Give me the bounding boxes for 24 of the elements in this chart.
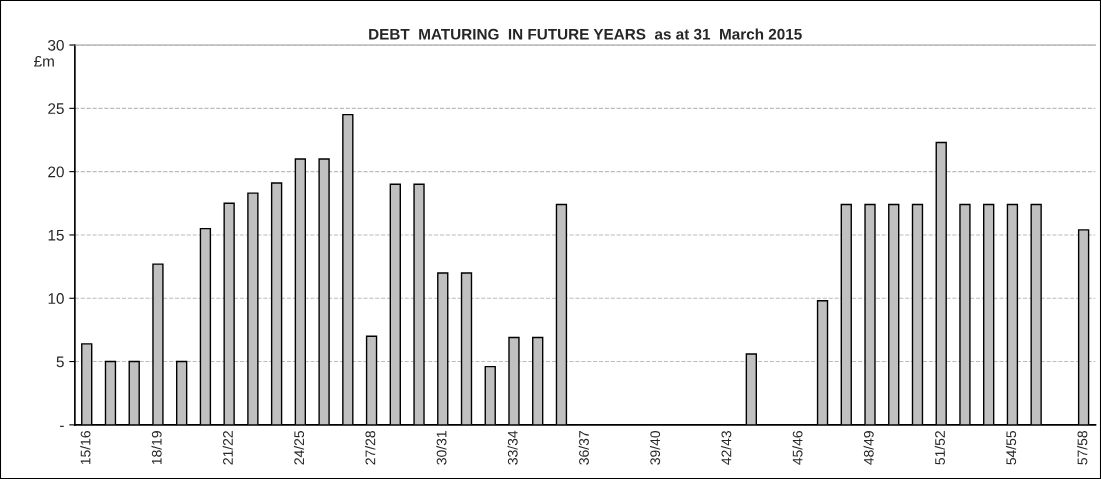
x-tick-label: 54/55 xyxy=(1005,431,1017,465)
y-tick-label: 5 xyxy=(56,356,64,368)
x-tick-label: 42/43 xyxy=(721,431,732,465)
x-tick-label: 39/40 xyxy=(649,430,661,465)
y-tick-label: 30 xyxy=(48,39,64,51)
x-tick-label: 36/37 xyxy=(578,431,589,465)
x-tick-label: 21/22 xyxy=(222,431,233,465)
x-tick-label: 15/16 xyxy=(80,431,91,465)
y-tick-label: 15 xyxy=(48,229,64,241)
x-tick-label: 33/34 xyxy=(507,430,518,465)
y-tick-label: - xyxy=(60,425,64,427)
x-tick-label: 27/28 xyxy=(365,431,376,465)
x-tick-label: 57/58 xyxy=(1077,431,1088,465)
x-tick-label: 18/19 xyxy=(151,431,162,465)
x-tick-label: 24/25 xyxy=(293,431,305,465)
y-tick-label: 25 xyxy=(48,103,64,115)
y-tick-label: 20 xyxy=(48,166,64,178)
y-axis-title: £m xyxy=(34,55,54,67)
x-tick-label: 51/52 xyxy=(934,431,945,465)
y-tick-label: 10 xyxy=(48,293,64,304)
x-tick-label: 48/49 xyxy=(863,431,874,465)
x-tick-label: 45/46 xyxy=(792,431,803,465)
chart-title: DEBT MATURING IN FUTURE YEARS as at 31 March 2015 xyxy=(369,28,802,40)
x-tick-label: 30/31 xyxy=(436,431,447,465)
